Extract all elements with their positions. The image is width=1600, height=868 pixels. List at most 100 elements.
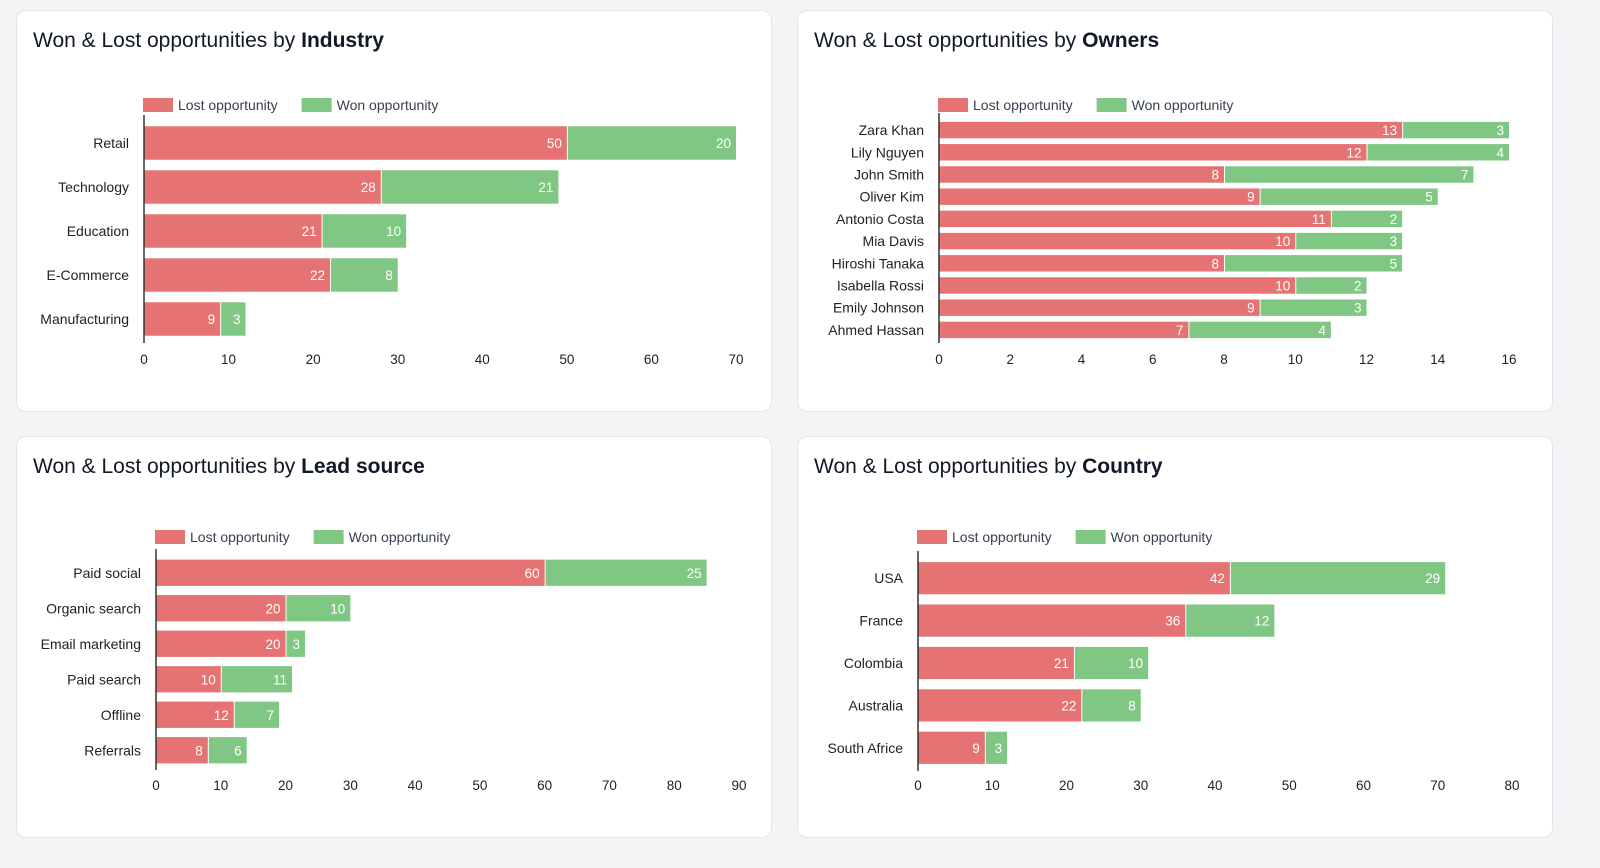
value-label-lost-isabella-rossi: 10 bbox=[1275, 279, 1290, 294]
x-tick-label-50: 50 bbox=[559, 352, 574, 367]
category-label-france: France bbox=[859, 613, 903, 629]
legend-label-won: Won opportunity bbox=[337, 97, 439, 113]
value-label-won-email-marketing: 3 bbox=[292, 637, 300, 652]
bar-lost-oliver-kim bbox=[939, 188, 1260, 205]
value-label-lost-education: 21 bbox=[302, 224, 317, 239]
legend-label-won: Won opportunity bbox=[1111, 529, 1213, 545]
bar-lost-offline bbox=[156, 701, 234, 728]
bar-won-oliver-kim bbox=[1260, 188, 1438, 205]
value-label-won-e-commerce: 8 bbox=[385, 268, 393, 283]
chart-title-industry: Won & Lost opportunities by Industry bbox=[33, 29, 384, 52]
bar-lost-emily-johnson bbox=[939, 299, 1260, 316]
category-label-hiroshi-tanaka: Hiroshi Tanaka bbox=[832, 255, 925, 271]
legend-label-lost: Lost opportunity bbox=[952, 529, 1052, 545]
bar-won-ahmed-hassan bbox=[1189, 321, 1331, 339]
bar-lost-manufacturing bbox=[144, 302, 221, 336]
bar-lost-lily-nguyen bbox=[939, 144, 1367, 161]
bar-won-education bbox=[322, 214, 407, 248]
bar-won-manufacturing bbox=[221, 302, 246, 336]
value-label-lost-offline: 12 bbox=[214, 708, 229, 723]
category-label-organic-search: Organic search bbox=[46, 600, 141, 616]
category-label-education: Education bbox=[67, 223, 129, 239]
legend-label-lost: Lost opportunity bbox=[973, 97, 1073, 113]
category-label-antonio-costa: Antonio Costa bbox=[836, 211, 924, 227]
value-label-won-antonio-costa: 2 bbox=[1390, 212, 1398, 227]
category-label-emily-johnson: Emily Johnson bbox=[833, 300, 924, 316]
bar-lost-email-marketing bbox=[156, 630, 286, 657]
x-tick-label-16: 16 bbox=[1501, 352, 1516, 367]
bar-lost-hiroshi-tanaka bbox=[939, 255, 1224, 272]
bar-lost-usa bbox=[918, 562, 1230, 595]
bar-won-lily-nguyen bbox=[1367, 144, 1509, 161]
value-label-won-paid-search: 11 bbox=[273, 672, 287, 687]
bar-won-mia-davis bbox=[1296, 232, 1403, 250]
bar-won-organic-search bbox=[286, 595, 351, 622]
x-tick-label-14: 14 bbox=[1430, 352, 1446, 367]
chart-title-owners: Won & Lost opportunities by Owners bbox=[814, 29, 1160, 52]
value-label-lost-antonio-costa: 11 bbox=[1312, 212, 1326, 227]
value-label-lost-hiroshi-tanaka: 8 bbox=[1211, 256, 1219, 271]
x-tick-label-80: 80 bbox=[667, 778, 682, 793]
x-tick-label-30: 30 bbox=[1133, 778, 1148, 793]
category-label-retail: Retail bbox=[93, 135, 129, 151]
bar-lost-organic-search bbox=[156, 595, 286, 622]
value-label-won-ahmed-hassan: 4 bbox=[1318, 323, 1326, 338]
x-tick-label-20: 20 bbox=[1059, 778, 1074, 793]
bar-won-technology bbox=[381, 170, 559, 204]
card-industry: Won & Lost opportunities by Industry Los… bbox=[16, 10, 772, 412]
legend-swatch-won bbox=[313, 530, 344, 544]
x-tick-label-40: 40 bbox=[1207, 778, 1222, 793]
value-label-won-zara-khan: 3 bbox=[1496, 123, 1504, 138]
value-label-won-south-africe: 3 bbox=[995, 741, 1003, 756]
x-tick-label-30: 30 bbox=[343, 778, 358, 793]
bar-won-colombia bbox=[1074, 646, 1149, 680]
category-label-colombia: Colombia bbox=[844, 655, 903, 671]
legend-swatch-lost bbox=[155, 530, 185, 544]
bar-won-isabella-rossi bbox=[1296, 277, 1367, 294]
bar-lost-isabella-rossi bbox=[939, 277, 1296, 294]
value-label-lost-emily-johnson: 9 bbox=[1247, 301, 1255, 316]
value-label-lost-ahmed-hassan: 7 bbox=[1176, 323, 1184, 338]
x-tick-label-0: 0 bbox=[152, 778, 160, 793]
category-label-offline: Offline bbox=[101, 707, 141, 723]
bar-lost-australia bbox=[918, 689, 1082, 722]
x-tick-label-60: 60 bbox=[644, 352, 659, 367]
value-label-won-education: 10 bbox=[386, 224, 401, 239]
legend-swatch-lost bbox=[917, 530, 947, 544]
value-label-lost-mia-davis: 10 bbox=[1275, 234, 1290, 249]
x-tick-label-70: 70 bbox=[602, 778, 617, 793]
bar-won-antonio-costa bbox=[1331, 210, 1403, 228]
value-label-lost-zara-khan: 13 bbox=[1382, 123, 1397, 138]
value-label-lost-organic-search: 20 bbox=[266, 601, 281, 616]
legend: Lost opportunity Won opportunity bbox=[143, 97, 438, 113]
bar-lost-mia-davis bbox=[939, 232, 1296, 250]
x-tick-label-20: 20 bbox=[306, 352, 321, 367]
category-label-email-marketing: Email marketing bbox=[41, 636, 141, 652]
category-label-e-commerce: E-Commerce bbox=[47, 267, 130, 283]
bar-lost-south-africe bbox=[918, 731, 985, 764]
bar-won-france bbox=[1186, 604, 1275, 637]
chart-title-lead-source: Won & Lost opportunities by Lead source bbox=[33, 455, 425, 478]
x-tick-label-70: 70 bbox=[1430, 778, 1445, 793]
value-label-won-organic-search: 10 bbox=[330, 601, 345, 616]
bar-won-emily-johnson bbox=[1260, 299, 1367, 316]
bar-won-usa bbox=[1230, 562, 1446, 595]
bar-lost-france bbox=[918, 604, 1186, 637]
category-label-lily-nguyen: Lily Nguyen bbox=[851, 144, 924, 160]
chart-title-country: Won & Lost opportunities by Country bbox=[814, 455, 1163, 478]
bar-won-hiroshi-tanaka bbox=[1225, 255, 1403, 272]
category-label-australia: Australia bbox=[849, 697, 904, 713]
bar-won-email-marketing bbox=[286, 630, 305, 657]
legend-label-lost: Lost opportunity bbox=[178, 97, 278, 113]
x-tick-label-0: 0 bbox=[140, 352, 148, 367]
card-country: Won & Lost opportunities by Country Lost… bbox=[797, 436, 1553, 838]
value-label-lost-paid-social: 60 bbox=[525, 566, 540, 581]
value-label-won-isabella-rossi: 2 bbox=[1354, 279, 1362, 294]
value-label-lost-retail: 50 bbox=[547, 136, 562, 151]
value-label-lost-john-smith: 8 bbox=[1211, 168, 1219, 183]
value-label-won-referrals: 6 bbox=[234, 743, 242, 758]
bar-won-retail bbox=[567, 126, 736, 160]
category-label-usa: USA bbox=[874, 570, 903, 586]
x-tick-label-2: 2 bbox=[1006, 352, 1014, 367]
legend-swatch-lost bbox=[938, 98, 968, 112]
